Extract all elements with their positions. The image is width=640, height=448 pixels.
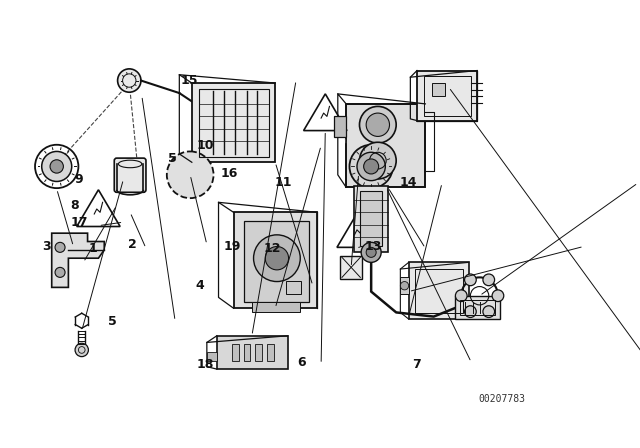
Bar [234, 212, 317, 308]
Bar [244, 221, 308, 302]
Text: 00207783: 00207783 [479, 394, 525, 404]
Circle shape [118, 69, 141, 92]
Bar [232, 344, 239, 361]
Bar [409, 263, 468, 319]
Circle shape [364, 159, 379, 174]
Bar [454, 296, 500, 319]
Text: 14: 14 [399, 177, 417, 190]
Bar [355, 185, 388, 252]
Bar [340, 256, 362, 279]
Text: 19: 19 [223, 240, 241, 253]
Circle shape [357, 152, 385, 181]
Circle shape [483, 274, 495, 286]
Circle shape [42, 151, 72, 181]
Text: 17: 17 [70, 215, 88, 228]
Bar [346, 104, 426, 187]
Bar [432, 83, 445, 95]
Text: 4: 4 [196, 279, 205, 292]
Bar [333, 116, 346, 137]
Circle shape [265, 246, 289, 270]
Bar [360, 191, 382, 246]
Circle shape [167, 151, 214, 198]
Text: 12: 12 [264, 242, 281, 255]
Bar [207, 353, 217, 361]
Bar [424, 76, 471, 116]
Text: 9: 9 [75, 172, 83, 185]
Text: 8: 8 [70, 199, 79, 212]
Bar [401, 277, 409, 294]
Text: 5: 5 [108, 314, 116, 327]
Text: 18: 18 [197, 358, 214, 370]
Text: 1: 1 [89, 242, 98, 255]
Bar [217, 336, 288, 369]
Text: 5: 5 [168, 151, 177, 164]
Bar [415, 269, 463, 313]
Circle shape [366, 247, 376, 257]
Text: 13: 13 [365, 240, 382, 253]
Bar [417, 70, 477, 121]
Circle shape [253, 235, 300, 281]
Circle shape [401, 281, 409, 290]
Circle shape [55, 242, 65, 252]
Bar [255, 344, 262, 361]
Circle shape [465, 274, 476, 286]
Bar [244, 344, 250, 361]
Text: 16: 16 [221, 167, 238, 180]
Text: 11: 11 [274, 177, 292, 190]
Circle shape [465, 306, 476, 318]
Circle shape [360, 142, 396, 179]
Bar [252, 302, 300, 312]
Bar [286, 281, 301, 294]
Bar [267, 344, 273, 361]
FancyBboxPatch shape [115, 158, 146, 192]
Circle shape [366, 113, 390, 137]
Text: 6: 6 [298, 356, 306, 369]
Polygon shape [52, 233, 104, 287]
Circle shape [360, 106, 396, 143]
Text: 3: 3 [43, 240, 51, 253]
Bar [198, 89, 269, 157]
Bar [192, 83, 275, 162]
Bar [460, 300, 495, 315]
Text: 10: 10 [196, 139, 214, 152]
Circle shape [492, 290, 504, 302]
Text: 15: 15 [180, 73, 198, 86]
Circle shape [456, 290, 467, 302]
Text: 7: 7 [412, 358, 420, 370]
Circle shape [55, 267, 65, 277]
Circle shape [50, 160, 63, 173]
Circle shape [361, 242, 381, 263]
Circle shape [75, 343, 88, 357]
Circle shape [483, 306, 495, 318]
Circle shape [349, 145, 393, 188]
Text: 2: 2 [128, 238, 137, 251]
